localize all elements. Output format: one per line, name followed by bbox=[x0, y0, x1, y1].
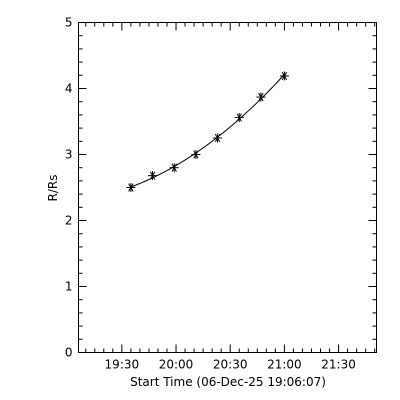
y-tick-labels: 0 1 2 3 4 5 bbox=[65, 16, 73, 360]
y-tick-label: 2 bbox=[65, 214, 73, 228]
plot-frame bbox=[78, 22, 377, 353]
x-tick-label: 19:30 bbox=[105, 358, 140, 372]
x-axis-label: Start Time (06-Dec-25 19:06:07) bbox=[130, 375, 326, 389]
data-point-marker bbox=[126, 183, 136, 192]
fit-curve bbox=[130, 74, 285, 188]
y-tick-label: 4 bbox=[65, 82, 73, 96]
axis-ticks bbox=[78, 22, 377, 353]
data-point-marker bbox=[191, 150, 201, 159]
x-tick-label: 21:30 bbox=[321, 358, 356, 372]
x-tick-label: 20:00 bbox=[159, 358, 194, 372]
x-tick-labels: 19:30 20:00 20:30 21:00 21:30 bbox=[105, 358, 356, 372]
data-point-marker bbox=[256, 92, 266, 102]
data-point-marker bbox=[169, 163, 179, 173]
data-point-marker bbox=[234, 113, 244, 123]
x-tick-label: 21:00 bbox=[267, 358, 302, 372]
y-tick-label: 3 bbox=[65, 148, 73, 162]
data-point-marker bbox=[148, 171, 158, 181]
y-axis-label: R/Rs bbox=[46, 175, 60, 202]
y-tick-label: 1 bbox=[65, 280, 73, 294]
data-points bbox=[126, 71, 289, 192]
y-tick-label: 0 bbox=[65, 346, 73, 360]
x-tick-label: 20:30 bbox=[213, 358, 248, 372]
y-tick-label: 5 bbox=[65, 16, 73, 30]
data-point-marker bbox=[279, 71, 289, 81]
data-point-marker bbox=[213, 133, 223, 143]
